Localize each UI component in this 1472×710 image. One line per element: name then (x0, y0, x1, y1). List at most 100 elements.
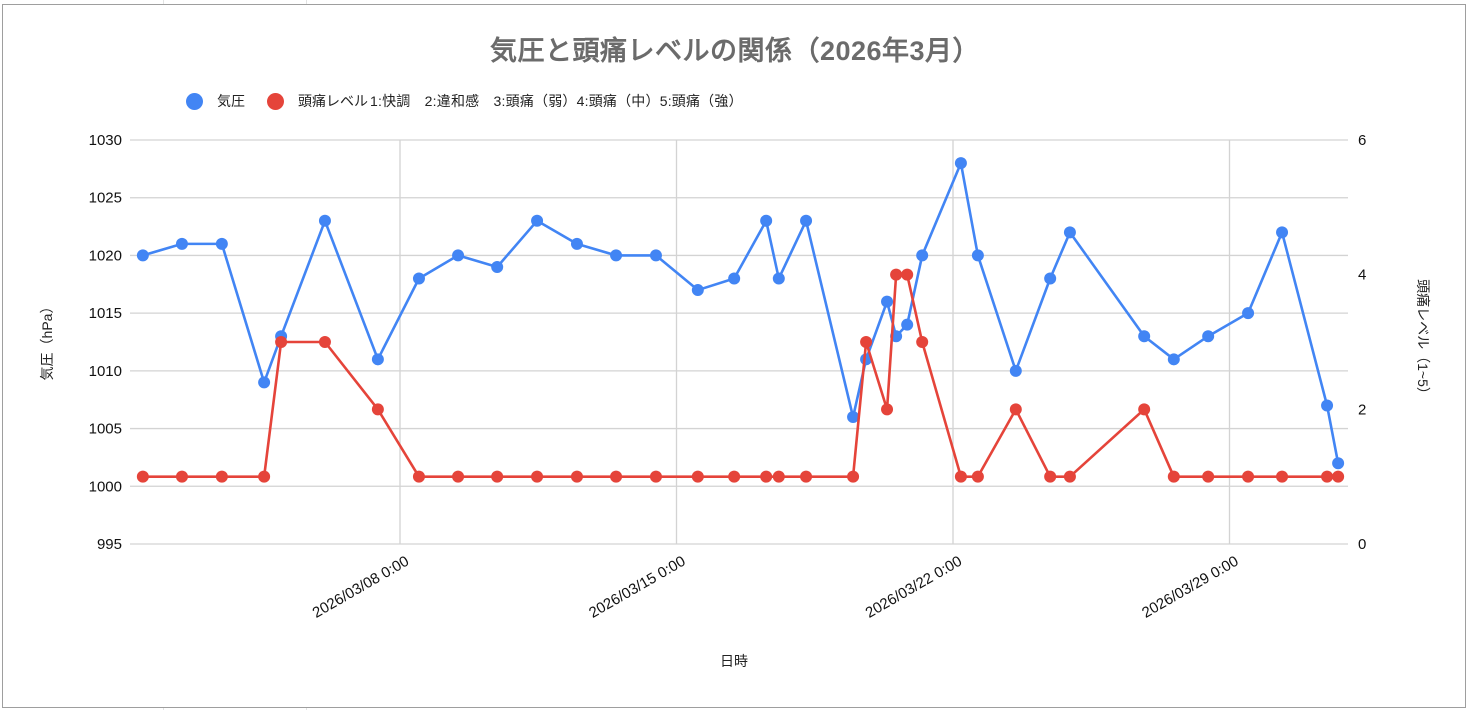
legend-item-pressure[interactable]: 気圧 (186, 91, 245, 111)
data-point[interactable] (881, 403, 894, 416)
data-point[interactable] (800, 214, 813, 227)
left-tick-label: 1015 (89, 305, 122, 322)
data-point[interactable] (772, 272, 785, 285)
data-point[interactable] (1276, 226, 1289, 239)
data-point[interactable] (258, 376, 271, 389)
chart-legend: 気圧 頭痛レベル 1:快調 2:違和感 3:頭痛（弱）4:頭痛（中）5:頭痛（強… (186, 91, 765, 111)
data-point[interactable] (491, 260, 504, 273)
data-point[interactable] (1321, 399, 1334, 412)
left-tick-label: 1025 (89, 190, 122, 207)
data-point[interactable] (610, 249, 623, 262)
data-point[interactable] (1009, 403, 1022, 416)
legend-dot-icon (267, 92, 284, 110)
data-point[interactable] (728, 272, 741, 285)
data-point[interactable] (610, 470, 623, 483)
data-point[interactable] (916, 336, 929, 348)
data-point[interactable] (954, 157, 967, 170)
data-point[interactable] (1167, 353, 1180, 366)
data-point[interactable] (881, 295, 894, 308)
data-point[interactable] (916, 249, 929, 262)
data-point[interactable] (371, 403, 384, 416)
legend-dot-icon (186, 92, 203, 110)
data-point[interactable] (691, 470, 704, 483)
data-point[interactable] (258, 470, 271, 483)
gridlines (130, 139, 1348, 545)
data-point[interactable] (136, 249, 149, 262)
data-point[interactable] (860, 336, 873, 348)
data-point[interactable] (175, 470, 188, 483)
left-axis-title: 気圧（hPa） (39, 300, 55, 381)
right-tick-label: 6 (1358, 132, 1366, 149)
data-point[interactable] (971, 470, 984, 483)
x-tick-label: 2026/03/08 0:00 (310, 553, 412, 622)
data-point[interactable] (1044, 470, 1057, 483)
data-point[interactable] (1242, 307, 1255, 320)
data-point[interactable] (452, 470, 465, 483)
data-point[interactable] (318, 214, 331, 227)
data-point[interactable] (412, 470, 425, 483)
data-point[interactable] (215, 237, 228, 250)
legend-level-note: 1:快調 2:違和感 3:頭痛（弱）4:頭痛（中）5:頭痛（強） (370, 93, 743, 109)
data-point[interactable] (1332, 457, 1345, 470)
chart-container[interactable]: 気圧と頭痛レベルの関係（2026年3月） 気圧 頭痛レベル 1:快調 2:違和感… (2, 4, 1466, 708)
x-tick-label: 2026/03/29 0:00 (1139, 553, 1241, 622)
data-point[interactable] (971, 249, 984, 262)
data-point[interactable] (1138, 403, 1151, 416)
data-point[interactable] (318, 336, 331, 348)
data-point[interactable] (691, 284, 704, 297)
legend-label: 気圧 (217, 93, 245, 109)
left-tick-label: 1005 (89, 421, 122, 438)
right-axis-title: 頭痛レベル（1~5） (1415, 279, 1431, 401)
left-tick-label: 1000 (89, 478, 122, 495)
data-point[interactable] (901, 268, 914, 281)
data-point[interactable] (1044, 272, 1057, 285)
data-point[interactable] (1276, 470, 1289, 483)
data-point[interactable] (1202, 470, 1215, 483)
legend-label: 頭痛レベル (298, 93, 368, 109)
data-point[interactable] (1321, 470, 1334, 483)
chart-title: 気圧と頭痛レベルの関係（2026年3月） (489, 36, 981, 66)
data-point[interactable] (1202, 330, 1215, 343)
data-point[interactable] (760, 214, 773, 227)
data-point[interactable] (1009, 364, 1022, 377)
data-point[interactable] (1332, 470, 1345, 483)
data-point[interactable] (649, 470, 662, 483)
data-point[interactable] (531, 470, 544, 483)
left-tick-label: 995 (97, 536, 122, 553)
data-point[interactable] (728, 470, 741, 483)
left-tick-label: 1030 (89, 132, 122, 149)
data-point[interactable] (452, 249, 465, 262)
data-point[interactable] (1242, 470, 1255, 483)
data-point[interactable] (1138, 330, 1151, 343)
data-point[interactable] (890, 268, 903, 281)
data-point[interactable] (649, 249, 662, 262)
data-point[interactable] (901, 318, 914, 331)
data-point[interactable] (531, 214, 544, 227)
data-point[interactable] (760, 470, 773, 483)
data-point[interactable] (412, 272, 425, 285)
data-point[interactable] (570, 237, 583, 250)
data-point[interactable] (847, 411, 860, 424)
data-series (136, 157, 1345, 483)
data-point[interactable] (570, 470, 583, 483)
data-point[interactable] (954, 470, 967, 483)
right-tick-label: 2 (1358, 401, 1366, 418)
data-point[interactable] (1167, 470, 1180, 483)
data-point[interactable] (847, 470, 860, 483)
series-line (142, 273, 1339, 478)
data-point[interactable] (136, 470, 149, 483)
data-point[interactable] (772, 470, 785, 483)
data-point[interactable] (1063, 226, 1076, 239)
data-point[interactable] (175, 237, 188, 250)
data-point[interactable] (371, 353, 384, 366)
legend-item-headache[interactable]: 頭痛レベル 1:快調 2:違和感 3:頭痛（弱）4:頭痛（中）5:頭痛（強） (267, 91, 743, 111)
data-point[interactable] (491, 470, 504, 483)
x-tick-label: 2026/03/22 0:00 (863, 553, 965, 622)
data-point[interactable] (1063, 470, 1076, 483)
x-tick-label: 2026/03/15 0:00 (586, 553, 688, 622)
data-point[interactable] (215, 470, 228, 483)
data-point[interactable] (275, 336, 288, 348)
data-point[interactable] (800, 470, 813, 483)
x-axis-title: 日時 (720, 653, 748, 669)
